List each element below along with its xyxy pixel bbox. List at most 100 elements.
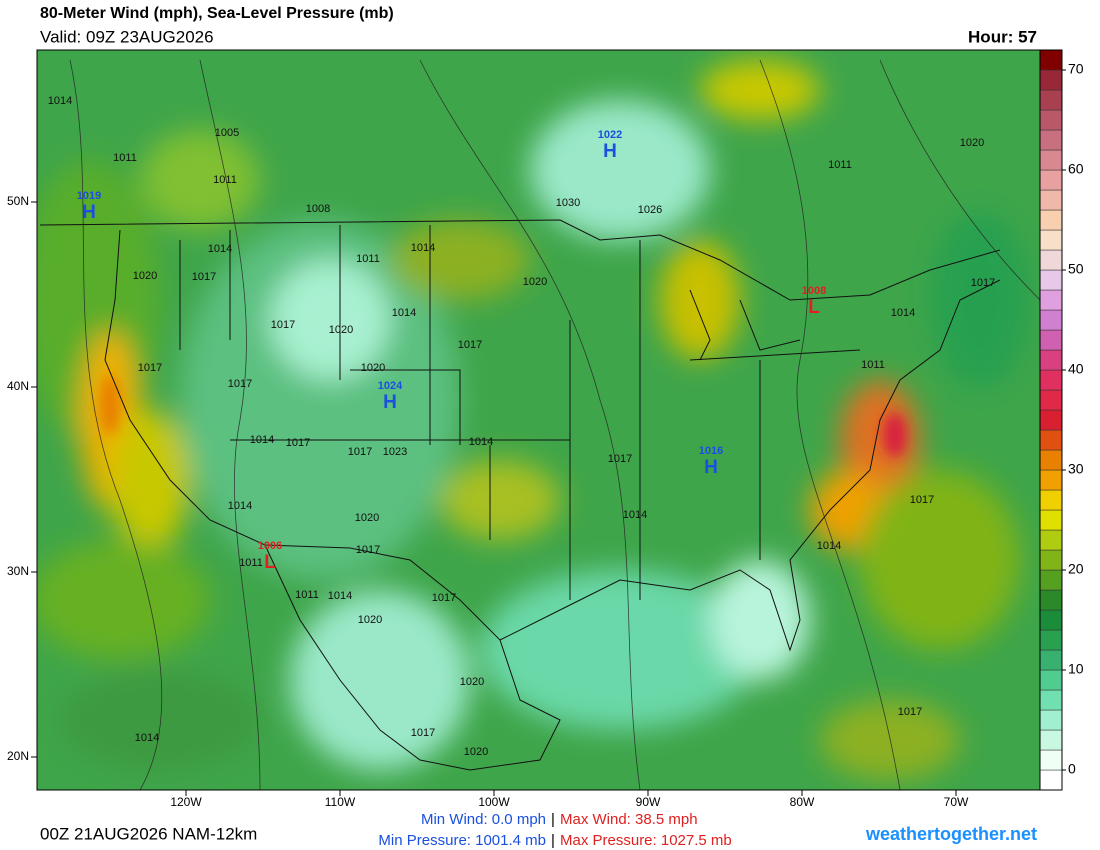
colorbar-label: 10 (1068, 661, 1084, 677)
isobar-label: 1017 (228, 378, 252, 390)
isobar-label: 1020 (460, 676, 484, 688)
colorbar-label: 70 (1068, 61, 1084, 77)
colorbar-label: 0 (1068, 761, 1076, 777)
pressure-value: 1006 (258, 540, 282, 552)
colorbar-bin (1039, 629, 1063, 651)
isobar-label: 1005 (215, 127, 239, 139)
map: 1022H1019H1024H1016H1008L1006L1014100510… (37, 50, 1040, 790)
lon-label: 120W (170, 795, 202, 809)
isobar-label: 1014 (623, 509, 647, 521)
borders (39, 219, 1001, 771)
colorbar-bin (1039, 229, 1063, 251)
colorbar-bin (1039, 649, 1063, 671)
colorbar-bin (1039, 89, 1063, 111)
colorbar-bin (1039, 429, 1063, 451)
lat-label: 30N (7, 564, 29, 578)
colorbar-bin (1039, 129, 1063, 151)
colorbar-bin (1039, 529, 1063, 551)
isobar-label: 1017 (898, 706, 922, 718)
colorbar-bin (1039, 149, 1063, 171)
isobar-label: 1023 (383, 446, 407, 458)
min-wind: Min Wind: 0.0 mph (421, 811, 546, 828)
isobar-label: 1020 (329, 324, 353, 336)
lat-label: 40N (7, 379, 29, 393)
colorbar-bin (1039, 669, 1063, 691)
lon-label: 90W (636, 795, 661, 809)
isobar-label: 1020 (361, 362, 385, 374)
isobar-label: 1017 (432, 592, 456, 604)
isobar-label: 1020 (355, 512, 379, 524)
max-pressure: Max Pressure: 1027.5 mb (560, 832, 732, 849)
isobar-label: 1014 (135, 732, 159, 744)
colorbar-bin (1039, 689, 1063, 711)
forecast-hour: Hour: 57 (968, 27, 1037, 46)
isobar-label: 1020 (133, 270, 157, 282)
pressure-value: 1019 (77, 190, 101, 202)
isobar-label: 1014 (392, 307, 416, 319)
isobar-label: 1020 (960, 137, 984, 149)
pressure-symbol: H (603, 141, 617, 162)
colorbar-bin (1039, 489, 1063, 511)
pressure-value: 1008 (802, 285, 826, 297)
isobar-label: 1017 (271, 319, 295, 331)
colorbar-bin (1039, 209, 1063, 231)
isobar-label: 1017 (286, 437, 310, 449)
isobar-label: 1017 (411, 727, 435, 739)
colorbar-bin (1039, 729, 1063, 751)
colorbar-bin (1039, 329, 1063, 351)
pressure-value: 1016 (699, 445, 723, 457)
isobar-label: 1017 (356, 544, 380, 556)
isobar-label: 1030 (556, 197, 580, 209)
colorbar-bin (1039, 369, 1063, 391)
isobar-label: 1011 (239, 557, 263, 569)
pressure-symbol: L (808, 297, 820, 318)
colorbar-bin (1039, 549, 1063, 571)
isobar-label: 1008 (306, 203, 330, 215)
isobar-label: 1014 (328, 590, 352, 602)
colorbar-bin (1039, 709, 1063, 731)
separator: | (551, 811, 555, 828)
colorbar-label: 30 (1068, 461, 1084, 477)
isobar-label: 1017 (910, 494, 934, 506)
valid-time: Valid: 09Z 23AUG2026 (40, 27, 214, 46)
isobar-label: 1014 (228, 500, 252, 512)
site-name: weathertogether.net (865, 824, 1037, 844)
isobar-label: 1020 (358, 614, 382, 626)
isobar-label: 1011 (828, 159, 852, 171)
isobar-label: 1020 (523, 276, 547, 288)
lon-label: 110W (325, 795, 356, 809)
colorbar-bin (1039, 109, 1063, 131)
lat-label: 20N (7, 749, 29, 763)
pressure-value: 1024 (378, 380, 403, 392)
isobar-label: 1017 (192, 271, 216, 283)
isobar-label: 1020 (464, 746, 488, 758)
pressure-symbol: H (383, 392, 397, 413)
isobar-label: 1017 (971, 277, 995, 289)
colorbar-bin (1039, 609, 1063, 631)
isobar-label: 1011 (213, 174, 237, 186)
colorbar-bin (1039, 249, 1063, 271)
colorbar-label: 50 (1068, 261, 1084, 277)
title: 80-Meter Wind (mph), Sea-Level Pressure … (40, 5, 394, 22)
colorbar-bin (1039, 389, 1063, 411)
colorbar-bin (1039, 409, 1063, 431)
model-run: 00Z 21AUG2026 NAM-12km (40, 824, 257, 843)
colorbar-frame (1039, 49, 1063, 791)
colorbar-bin (1039, 289, 1063, 311)
lon-label: 100W (478, 795, 510, 809)
colorbar-bin (1039, 469, 1063, 491)
colorbar-bin (1039, 749, 1063, 771)
pressure-symbol: L (264, 552, 276, 573)
isobar-label: 1011 (295, 589, 319, 601)
isobar-label: 1017 (138, 362, 162, 374)
isobar-label: 1011 (356, 253, 380, 265)
colorbar-bin (1039, 309, 1063, 331)
lat-label: 50N (7, 194, 29, 208)
isobar-label: 1014 (208, 243, 232, 255)
pressure-symbol: H (704, 457, 718, 478)
isobar-label: 1011 (113, 152, 137, 164)
isobar-label: 1017 (348, 446, 372, 458)
isobar-label: 1014 (250, 434, 274, 446)
